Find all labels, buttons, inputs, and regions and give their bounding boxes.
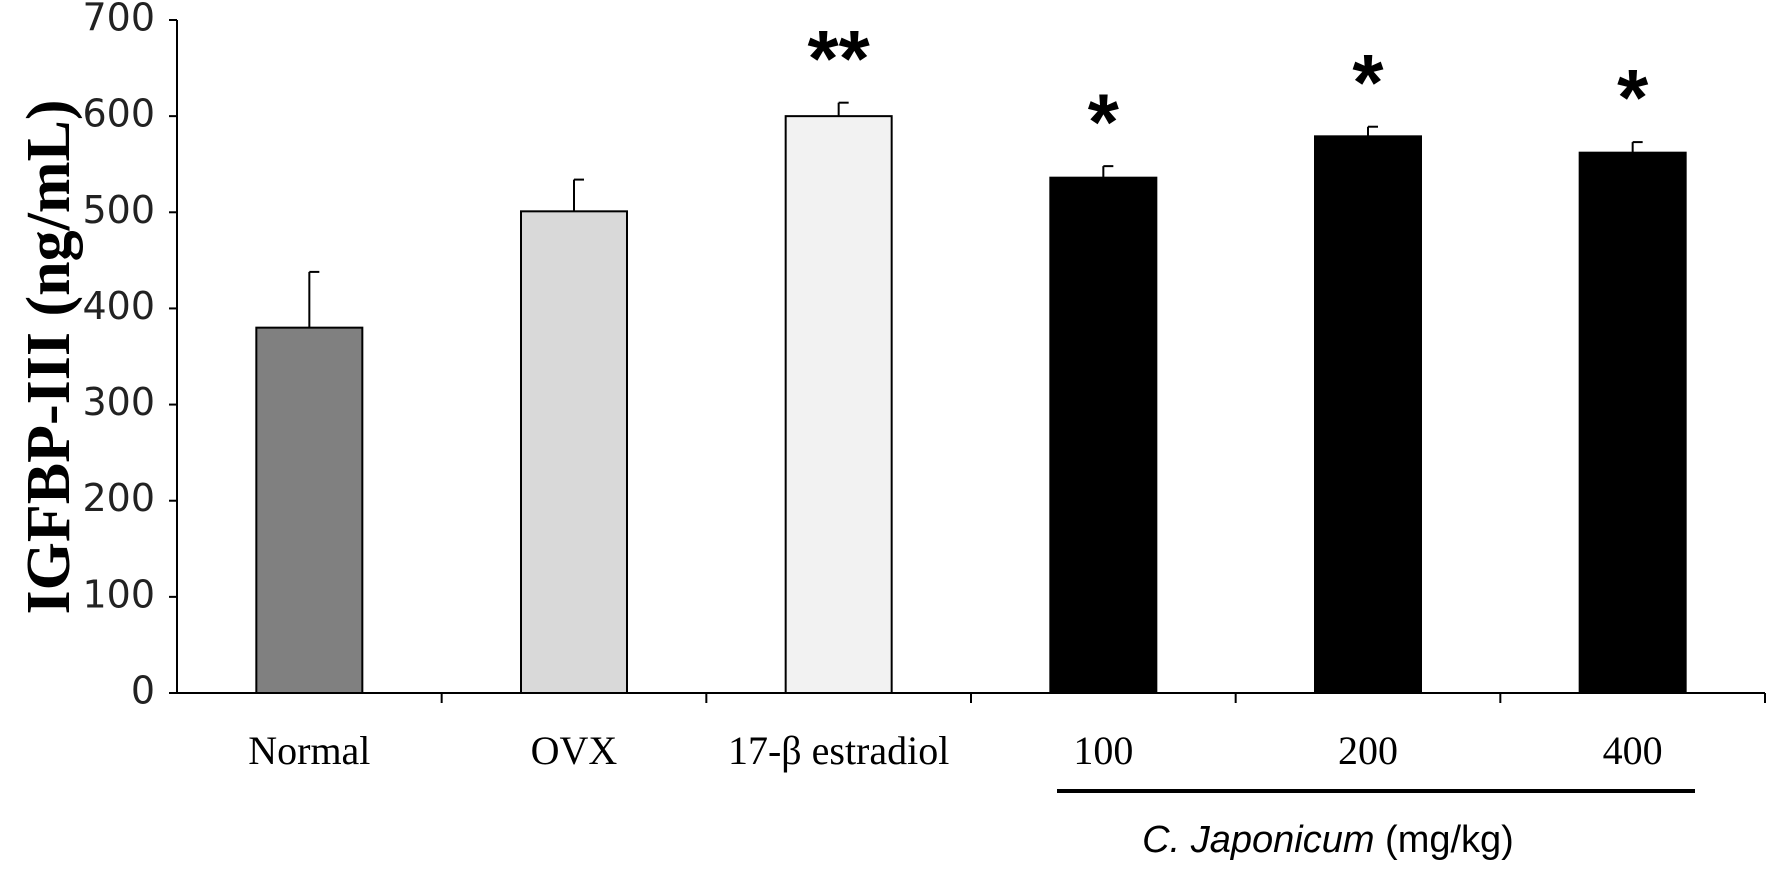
significance: *	[1617, 53, 1649, 142]
y-tick-label: 0	[131, 669, 155, 713]
bar	[520, 210, 628, 694]
bar	[784, 115, 893, 694]
y-axis-label: IGFBP-III (ng/mL)	[15, 100, 83, 615]
significance: **	[808, 14, 871, 103]
bar	[1049, 176, 1158, 695]
y-tick-label: 400	[82, 284, 155, 328]
group-label-unit: (mg/kg)	[1385, 819, 1514, 861]
x-tick-label: 17-β estradiol	[728, 728, 949, 773]
x-tick-label: 400	[1603, 728, 1663, 773]
significance: *	[1088, 77, 1120, 166]
x-tick-label: OVX	[531, 728, 618, 773]
bar	[255, 326, 364, 694]
x-tick-label: Normal	[248, 728, 370, 773]
x-tick-label: 100	[1073, 728, 1133, 773]
x-tick-label: 200	[1338, 728, 1398, 773]
y-tick-label: 700	[82, 0, 155, 40]
y-tick-label: 300	[82, 380, 155, 424]
y-tick-label: 500	[82, 188, 155, 232]
group-label: C. Japonicum (mg/kg)	[1142, 819, 1514, 861]
y-tick-label: 600	[82, 92, 155, 136]
significance: *	[1352, 38, 1384, 127]
group-label-italic: C. Japonicum	[1142, 819, 1374, 861]
bar	[1578, 151, 1687, 695]
bar	[1314, 135, 1422, 694]
y-tick-label: 200	[82, 476, 155, 520]
y-tick-label: 100	[82, 572, 155, 616]
